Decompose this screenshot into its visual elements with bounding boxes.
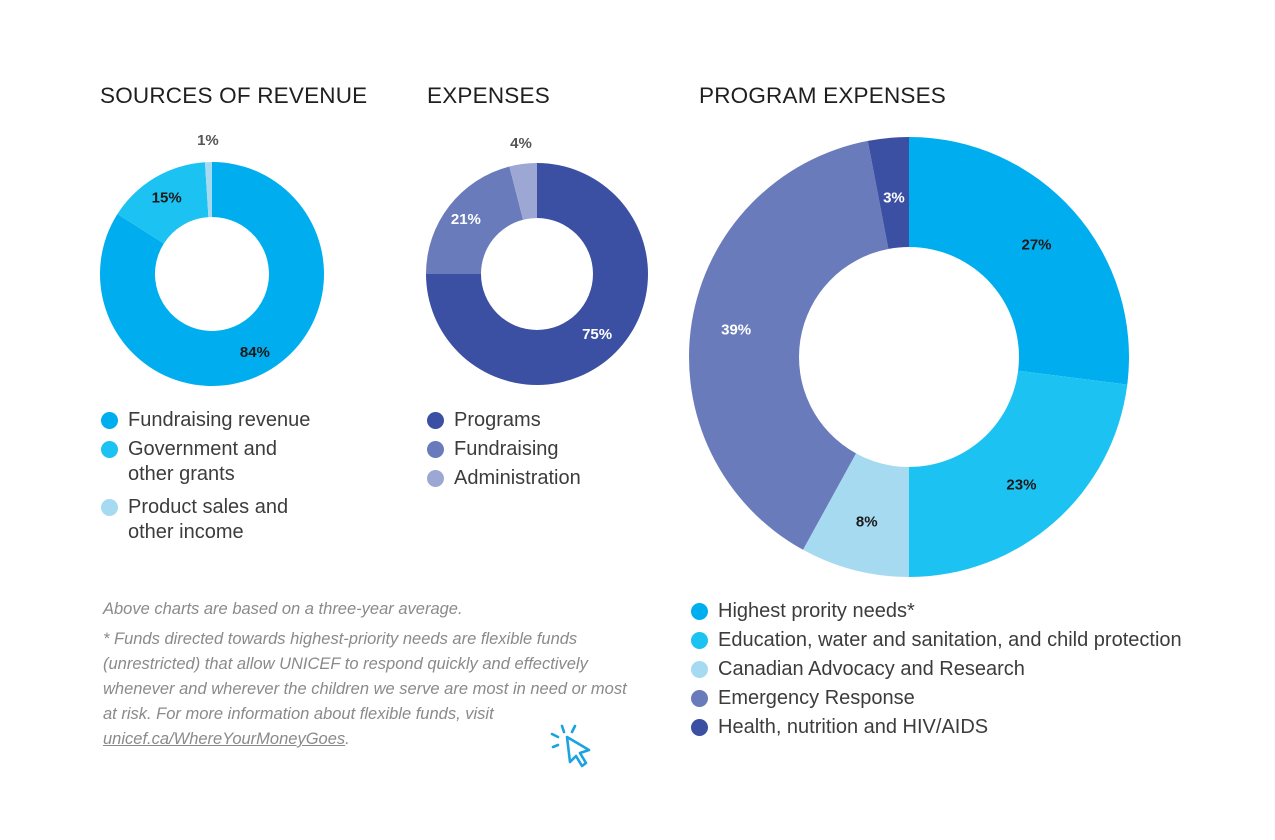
data-label: 21% <box>451 211 481 228</box>
donut-segment <box>99 162 324 386</box>
legend-item: Administration <box>427 466 581 491</box>
data-label: 4% <box>510 135 532 152</box>
legend-expenses: Programs Fundraising Administration <box>427 408 581 491</box>
legend-swatch <box>101 441 118 458</box>
legend-swatch <box>691 719 708 736</box>
legend-swatch <box>427 412 444 429</box>
legend-item: Education, water and sanitation, and chi… <box>691 628 1182 653</box>
legend-label: Health, nutrition and HIV/AIDS <box>718 716 989 738</box>
legend-swatch <box>101 412 118 429</box>
legend-item: Fundraising <box>427 437 581 462</box>
data-label: 15% <box>152 189 182 206</box>
legend-item: Fundraising revenue <box>101 408 318 433</box>
legend-label: Emergency Response <box>718 687 915 709</box>
data-label: 8% <box>856 514 878 531</box>
legend-swatch <box>691 661 708 678</box>
legend-label: Education, water and sanitation, and chi… <box>718 629 1182 651</box>
donut-segment <box>909 137 1129 385</box>
legend-item: Emergency Response <box>691 686 1182 711</box>
chart-title-expenses: EXPENSES <box>427 83 550 108</box>
chart-title-program-expenses: PROGRAM EXPENSES <box>699 83 947 108</box>
legend-item: Canadian Advocacy and Research <box>691 657 1182 682</box>
legend-item: Highest prority needs* <box>691 599 1182 624</box>
cursor-click-icon[interactable] <box>548 720 598 770</box>
donut-segment <box>689 140 889 550</box>
legend-label: Programs <box>454 409 541 431</box>
footnote-end: . <box>345 730 350 748</box>
footnote-text: * Funds directed towards highest-priorit… <box>103 630 627 723</box>
data-label: 23% <box>1006 477 1036 494</box>
donut-chart-revenue: 84% 15% 1% <box>99 132 324 386</box>
legend-label: Government and other grants <box>128 438 277 485</box>
legend-label: Administration <box>454 467 581 489</box>
donut-chart-expenses: 75% 21% 4% <box>426 135 648 385</box>
data-label: 75% <box>582 326 612 343</box>
donut-segment <box>867 137 909 249</box>
legend-swatch <box>101 499 118 516</box>
donut-chart-program-expenses: 27% 23% 8% 39% 3% <box>689 137 1129 577</box>
legend-program-expenses: Highest prority needs* Education, water … <box>691 599 1182 740</box>
legend-item: Programs <box>427 408 581 433</box>
legend-label: Fundraising <box>454 438 559 460</box>
data-label: 3% <box>883 190 905 207</box>
data-label: 27% <box>1022 237 1052 254</box>
footnote-flexible-funds: * Funds directed towards highest-priorit… <box>103 627 643 752</box>
flexible-funds-link[interactable]: unicef.ca/WhereYourMoneyGoes <box>103 730 346 748</box>
legend-label: Canadian Advocacy and Research <box>718 658 1025 680</box>
donut-segment <box>909 370 1128 577</box>
footnote-average: Above charts are based on a three-year a… <box>103 600 463 618</box>
donut-segment <box>426 163 648 385</box>
legend-revenue: Fundraising revenue Government and other… <box>101 408 318 545</box>
data-label: 1% <box>197 132 219 149</box>
donut-segment <box>803 453 909 577</box>
donut-segment <box>204 162 212 218</box>
legend-swatch <box>691 690 708 707</box>
legend-item: Product sales and other income <box>101 495 318 545</box>
legend-swatch <box>427 470 444 487</box>
legend-label: Highest prority needs* <box>718 600 915 622</box>
donut-segment <box>509 163 537 220</box>
legend-swatch <box>691 603 708 620</box>
legend-item: Government and other grants <box>101 437 318 487</box>
legend-item: Health, nutrition and HIV/AIDS <box>691 715 1182 740</box>
donut-segment <box>426 166 524 274</box>
donut-segment <box>117 162 209 244</box>
chart-title-revenue: SOURCES OF REVENUE <box>100 83 368 108</box>
data-label: 84% <box>240 344 270 361</box>
legend-label: Product sales and other income <box>128 496 289 543</box>
data-label: 39% <box>721 322 751 339</box>
legend-swatch <box>427 441 444 458</box>
legend-label: Fundraising revenue <box>128 409 311 431</box>
footnotes: Above charts are based on a three-year a… <box>103 597 643 757</box>
legend-swatch <box>691 632 708 649</box>
